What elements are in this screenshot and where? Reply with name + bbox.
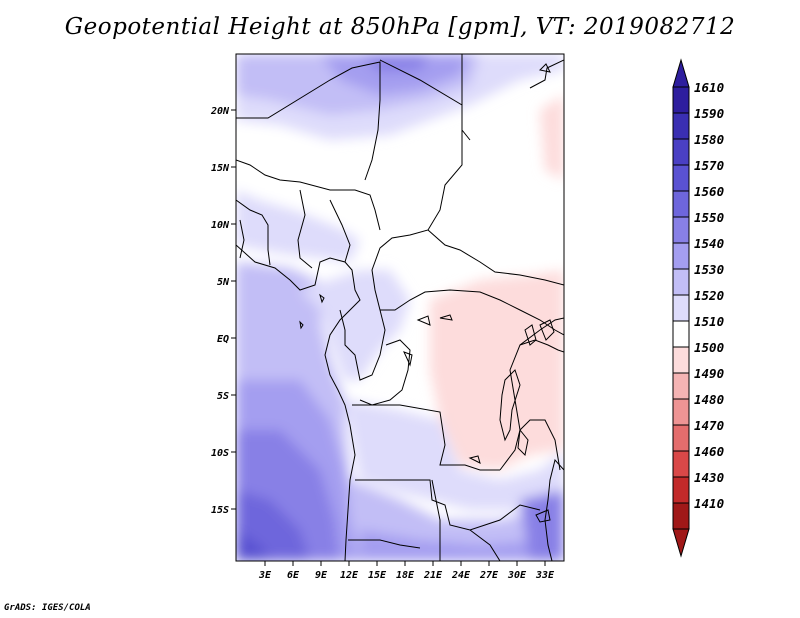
colorbar-label: 1540: [694, 236, 724, 251]
colorbar-segment: [672, 216, 690, 244]
colorbar-label: 1480: [694, 392, 724, 407]
colorbar-label: 1610: [694, 80, 724, 95]
lon-label-3e: 3E: [258, 570, 272, 581]
lon-label-24e: 24E: [451, 570, 471, 581]
lat-label-10s: 10S: [211, 448, 229, 459]
chart-title: Geopotential Height at 850hPa [gpm], VT:…: [64, 14, 736, 40]
colorbar-segment: [672, 450, 690, 478]
lat-label-20n: 20N: [210, 106, 230, 117]
longitude-axis: [264, 561, 546, 566]
colorbar-label: 1530: [694, 262, 724, 277]
lon-label-15e: 15E: [368, 570, 387, 581]
colorbar-label: 1550: [694, 210, 724, 225]
colorbar-label: 1560: [694, 184, 724, 199]
colorbar-segment: [672, 242, 690, 270]
colorbar-segment: [672, 86, 690, 114]
lon-label-6e: 6E: [287, 570, 300, 581]
lat-label-eq: EQ: [217, 334, 229, 345]
colorbar-segment: [672, 476, 690, 504]
colorbar: [672, 58, 690, 558]
colorbar-segment: [672, 320, 690, 348]
colorbar-label: 1520: [694, 288, 724, 303]
map-frame: [235, 53, 565, 562]
lat-label-5n: 5N: [217, 277, 230, 288]
colorbar-segment: [672, 346, 690, 374]
colorbar-label: 1580: [694, 132, 724, 147]
colorbar-label: 1470: [694, 418, 724, 433]
colorbar-segment: [672, 112, 690, 140]
colorbar-cap-bottom: [672, 528, 690, 558]
lon-label-30e: 30E: [507, 570, 527, 581]
colorbar-segment: [672, 190, 690, 218]
colorbar-segment: [672, 268, 690, 296]
colorbar-segment: [672, 502, 690, 530]
colorbar-label: 1590: [694, 106, 724, 121]
grads-credit: GrADS: IGES/COLA: [4, 603, 91, 613]
boundaries: [236, 54, 564, 561]
colorbar-segment: [672, 398, 690, 426]
colorbar-segment: [672, 372, 690, 400]
colorbar-segment: [672, 164, 690, 192]
colorbar-cap-top: [672, 58, 690, 88]
colorbar-segment: [672, 294, 690, 322]
lon-label-18e: 18E: [396, 570, 415, 581]
lon-label-21e: 21E: [423, 570, 443, 581]
lat-label-15s: 15S: [211, 505, 229, 516]
height-field: [236, 54, 564, 561]
lon-label-9e: 9E: [315, 570, 328, 581]
colorbar-label: 1410: [694, 496, 724, 511]
lat-label-15n: 15N: [211, 163, 230, 174]
colorbar-label: 1490: [694, 366, 724, 381]
lon-label-27e: 27E: [479, 570, 499, 581]
colorbar-label: 1500: [694, 340, 724, 355]
colorbar-segment: [672, 424, 690, 452]
lat-label-5s: 5S: [217, 391, 229, 402]
colorbar-segment: [672, 138, 690, 166]
latitude-axis: [231, 109, 236, 510]
colorbar-label: 1570: [694, 158, 724, 173]
lon-label-33e: 33E: [535, 570, 555, 581]
colorbar-label: 1510: [694, 314, 724, 329]
colorbar-label: 1460: [694, 444, 724, 459]
lon-label-12e: 12E: [340, 570, 359, 581]
lat-label-10n: 10N: [211, 220, 230, 231]
colorbar-label: 1430: [694, 470, 724, 485]
